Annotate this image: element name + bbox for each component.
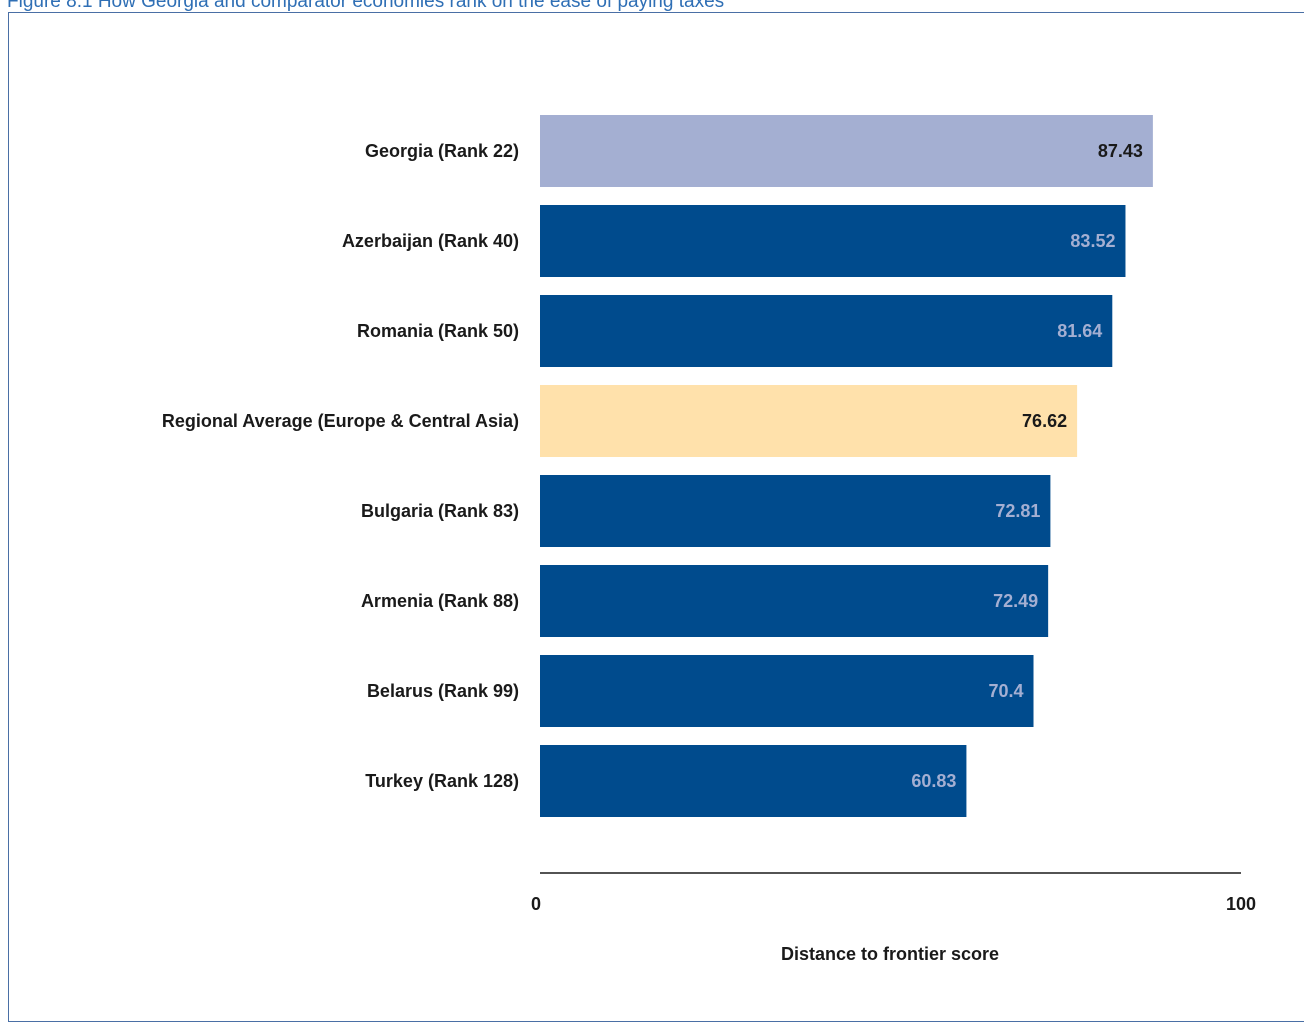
value-label-1: 83.52	[1070, 231, 1115, 251]
category-label-6: Belarus (Rank 99)	[367, 681, 519, 701]
x-tick-label-0: 0	[531, 894, 541, 914]
value-label-5: 72.49	[993, 591, 1038, 611]
bar-2	[540, 295, 1113, 367]
x-axis-title: Distance to frontier score	[781, 944, 999, 964]
bar-3	[540, 385, 1078, 457]
bar-6	[540, 655, 1034, 727]
category-label-1: Azerbaijan (Rank 40)	[342, 231, 519, 251]
value-label-2: 81.64	[1057, 321, 1102, 341]
value-label-4: 72.81	[995, 501, 1040, 521]
x-axis-ticks: 0 100	[531, 894, 1256, 914]
category-label-7: Turkey (Rank 128)	[365, 771, 519, 791]
bar-1	[540, 205, 1126, 277]
figure-title: Figure 8.1 How Georgia and comparator ec…	[7, 0, 725, 12]
category-label-0: Georgia (Rank 22)	[365, 141, 519, 161]
category-label-4: Bulgaria (Rank 83)	[361, 501, 519, 521]
bar-0	[540, 115, 1153, 187]
category-label-2: Romania (Rank 50)	[357, 321, 519, 341]
value-label-0: 87.43	[1098, 141, 1143, 161]
value-label-3: 76.62	[1022, 411, 1067, 431]
category-label-5: Armenia (Rank 88)	[361, 591, 519, 611]
bar-7	[540, 745, 967, 817]
value-label-7: 60.83	[911, 771, 956, 791]
bar-4	[540, 475, 1051, 547]
value-label-6: 70.4	[988, 681, 1023, 701]
bar-5	[540, 565, 1049, 637]
bars-layer: Georgia (Rank 22) 87.43 Azerbaijan (Rank 4…	[162, 115, 1153, 817]
x-tick-label-1: 100	[1226, 894, 1256, 914]
category-label-3: Regional Average (Europe & Central Asia)	[162, 411, 519, 431]
